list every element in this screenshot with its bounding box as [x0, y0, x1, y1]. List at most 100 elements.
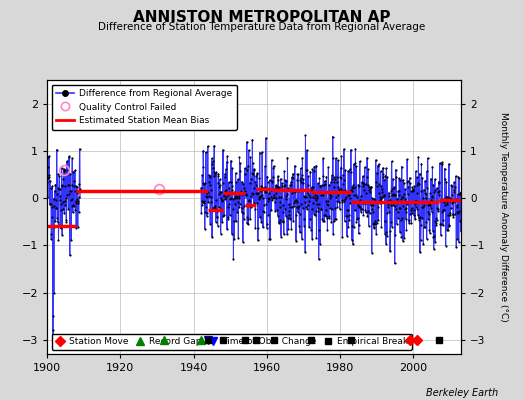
Point — [380, 218, 389, 224]
Point — [244, 216, 252, 222]
Point — [254, 224, 263, 231]
Point — [354, 181, 363, 188]
Point — [197, 210, 205, 216]
Point — [237, 188, 246, 194]
Point — [51, 204, 60, 211]
Point — [334, 186, 343, 192]
Point — [266, 236, 274, 242]
Point — [364, 181, 372, 188]
Point — [270, 194, 278, 200]
Point — [368, 206, 376, 212]
Point — [407, 220, 416, 226]
Point — [225, 185, 234, 192]
Point — [351, 184, 359, 190]
Point — [225, 201, 233, 208]
Point — [364, 208, 373, 214]
Point — [299, 193, 308, 199]
Point — [203, 194, 212, 200]
Point — [426, 202, 434, 208]
Point — [370, 218, 379, 224]
Point — [401, 196, 409, 202]
Point — [263, 224, 271, 231]
Point — [334, 192, 343, 198]
Point — [230, 218, 238, 224]
Point — [400, 206, 409, 212]
Point — [253, 200, 261, 207]
Point — [357, 206, 366, 212]
Point — [428, 164, 436, 170]
Point — [287, 179, 295, 186]
Point — [46, 201, 54, 208]
Point — [309, 184, 318, 191]
Point — [259, 208, 268, 215]
Point — [375, 181, 384, 188]
Point — [206, 220, 214, 227]
Point — [256, 194, 265, 200]
Point — [220, 196, 228, 202]
Point — [64, 206, 72, 212]
Point — [54, 222, 63, 228]
Point — [75, 194, 83, 200]
Point — [312, 196, 320, 203]
Point — [75, 181, 83, 187]
Point — [258, 207, 267, 214]
Point — [310, 195, 319, 202]
Point — [406, 180, 414, 187]
Point — [355, 204, 363, 210]
Point — [380, 192, 388, 198]
Point — [283, 154, 292, 161]
Point — [360, 181, 368, 187]
Point — [452, 173, 460, 179]
Point — [299, 205, 307, 211]
Point — [65, 191, 73, 198]
Point — [304, 182, 312, 188]
Point — [292, 212, 300, 218]
Point — [366, 200, 375, 206]
Point — [411, 216, 419, 222]
Point — [346, 169, 355, 175]
Point — [255, 196, 263, 203]
Point — [403, 156, 411, 162]
Point — [58, 182, 67, 189]
Point — [290, 200, 298, 206]
Point — [296, 211, 304, 217]
Point — [71, 198, 80, 204]
Point — [379, 174, 387, 180]
Point — [297, 179, 305, 186]
Point — [276, 217, 285, 224]
Point — [198, 198, 206, 205]
Point — [252, 172, 260, 179]
Point — [220, 212, 228, 218]
Point — [303, 206, 311, 212]
Point — [373, 220, 381, 227]
Point — [66, 188, 74, 194]
Point — [213, 208, 222, 214]
Point — [297, 165, 305, 172]
Point — [59, 206, 67, 212]
Point — [364, 222, 373, 229]
Point — [221, 188, 230, 194]
Point — [315, 183, 324, 189]
Point — [232, 218, 240, 224]
Point — [210, 203, 219, 210]
Point — [290, 186, 299, 193]
Point — [424, 208, 433, 215]
Point — [405, 220, 413, 226]
Point — [324, 213, 333, 219]
Point — [198, 202, 206, 208]
Point — [393, 196, 401, 202]
Point — [449, 211, 457, 217]
Point — [313, 201, 322, 208]
Point — [411, 168, 420, 174]
Point — [385, 209, 394, 215]
Point — [454, 210, 462, 216]
Point — [355, 182, 364, 189]
Point — [247, 193, 255, 200]
Point — [414, 154, 422, 160]
Point — [373, 199, 381, 206]
Point — [365, 210, 374, 217]
Point — [327, 219, 335, 225]
Point — [245, 147, 253, 153]
Point — [397, 163, 406, 170]
Point — [44, 154, 52, 161]
